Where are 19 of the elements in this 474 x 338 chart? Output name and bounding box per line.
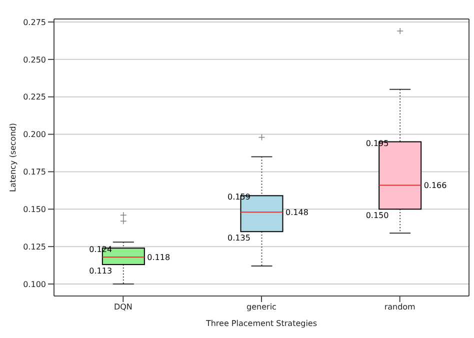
y-tick-label: 0.175 — [23, 168, 46, 177]
annotation: 0.118 — [147, 253, 170, 262]
y-tick-label: 0.125 — [23, 242, 46, 252]
annotation: 0.150 — [366, 211, 389, 220]
y-tick-label: 0.250 — [23, 55, 46, 64]
x-tick-label: DQN — [114, 302, 132, 312]
y-tick-label: 0.200 — [23, 130, 46, 140]
annotation: 0.148 — [286, 208, 308, 218]
x-tick-label: random — [384, 302, 416, 312]
y-tick-label: 0.100 — [23, 280, 46, 289]
annotation: 0.166 — [424, 181, 447, 190]
y-axis-title: Latency (second) — [8, 123, 18, 192]
y-tick-label: 0.150 — [23, 204, 46, 214]
x-tick-label: generic — [246, 302, 276, 312]
x-axis-title: Three Placement Strategies — [204, 319, 318, 328]
y-tick-label: 0.275 — [23, 18, 46, 27]
y-tick-label: 0.225 — [23, 92, 46, 102]
annotation: 0.113 — [89, 266, 112, 276]
annotation: 0.135 — [228, 234, 250, 243]
